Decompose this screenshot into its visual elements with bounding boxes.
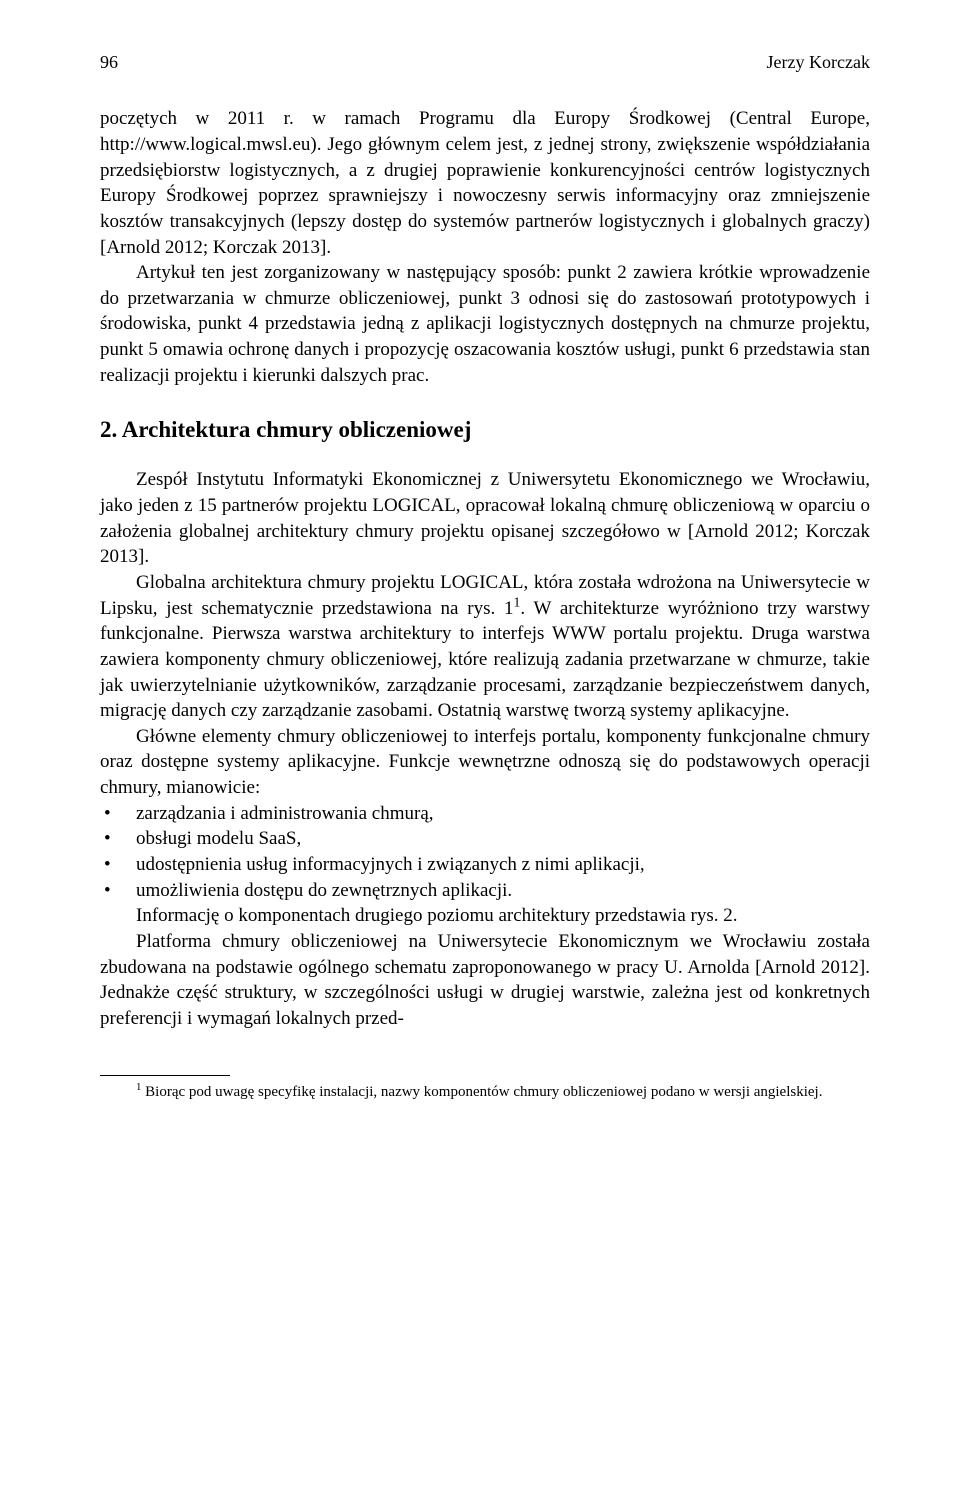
paragraph-4: Globalna architektura chmury projektu LO…: [100, 570, 870, 724]
footnote-1: 1 Biorąc pod uwagę specyfikę instalacji,…: [100, 1082, 870, 1102]
footnote-text: Biorąc pod uwagę specyfikę instalacji, n…: [141, 1084, 822, 1100]
bullet-item: obsługi modelu SaaS,: [100, 826, 870, 852]
bullet-item: udostępnienia usług informacyjnych i zwi…: [100, 852, 870, 878]
bullet-item: zarządzania i administrowania chmurą,: [100, 801, 870, 827]
paragraph-3: Zespół Instytutu Informatyki Ekonomiczne…: [100, 467, 870, 570]
footnote-divider: [100, 1075, 230, 1076]
section-heading: 2. Architektura chmury obliczeniowej: [100, 414, 870, 445]
paragraph-1: poczętych w 2011 r. w ramach Programu dl…: [100, 106, 870, 260]
bullet-list: zarządzania i administrowania chmurą, ob…: [100, 801, 870, 904]
running-header: 96 Jerzy Korczak: [100, 50, 870, 74]
page-number: 96: [100, 50, 118, 74]
author-name: Jerzy Korczak: [767, 50, 870, 74]
bullet-item: umożliwienia dostępu do zewnętrznych apl…: [100, 878, 870, 904]
paragraph-6: Informację o komponentach drugiego pozio…: [100, 903, 870, 929]
paragraph-7: Platforma chmury obliczeniowej na Uniwer…: [100, 929, 870, 1032]
paragraph-2: Artykuł ten jest zorganizowany w następu…: [100, 260, 870, 388]
paragraph-5: Główne elementy chmury obliczeniowej to …: [100, 724, 870, 801]
